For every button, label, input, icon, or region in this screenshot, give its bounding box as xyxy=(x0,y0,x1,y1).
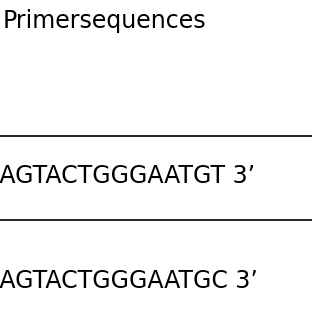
Text: Primersequences: Primersequences xyxy=(3,9,207,33)
Text: GAGTACTGGGAATGT 3’: GAGTACTGGGAATGT 3’ xyxy=(0,164,256,188)
Text: GAGTACTGGGAATGC 3’: GAGTACTGGGAATGC 3’ xyxy=(0,269,258,293)
